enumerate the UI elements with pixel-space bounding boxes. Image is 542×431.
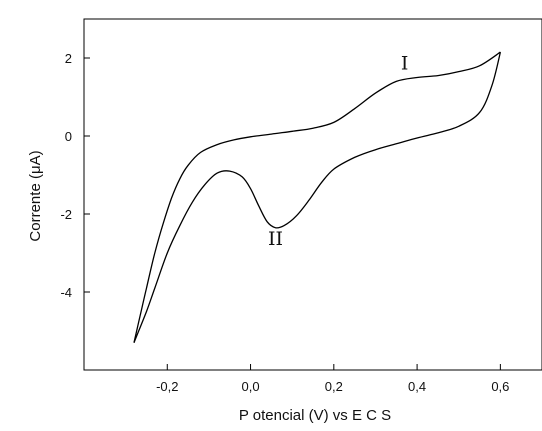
curve-group: [133, 51, 502, 343]
y-tick-label: -4: [60, 285, 72, 300]
y-axis-title: Corrente (μA): [27, 150, 44, 241]
anodic-sweep-line: [133, 51, 501, 343]
x-tick-label: 0,4: [408, 379, 426, 394]
plot-frame: [83, 18, 542, 371]
y-tick-label: 0: [65, 129, 72, 144]
x-tick-label: 0,6: [491, 379, 509, 394]
cathodic-sweep-line: [133, 51, 502, 343]
peak-label-1: I: [401, 53, 409, 75]
y-tick-label: 2: [65, 51, 72, 66]
x-tick-label: 0,0: [242, 379, 260, 394]
tick-group: -0,2 0,0 0,2 0,4 0,6 -4 -2 0 2: [60, 51, 509, 394]
x-tick-label: -0,2: [156, 379, 178, 394]
annotation-group: III: [268, 53, 408, 251]
y-tick-label: -2: [60, 207, 72, 222]
peak-label-2: II: [268, 228, 283, 250]
x-axis-title: P otencial (V) vs E C S: [239, 407, 391, 424]
x-tick-label: 0,2: [325, 379, 343, 394]
